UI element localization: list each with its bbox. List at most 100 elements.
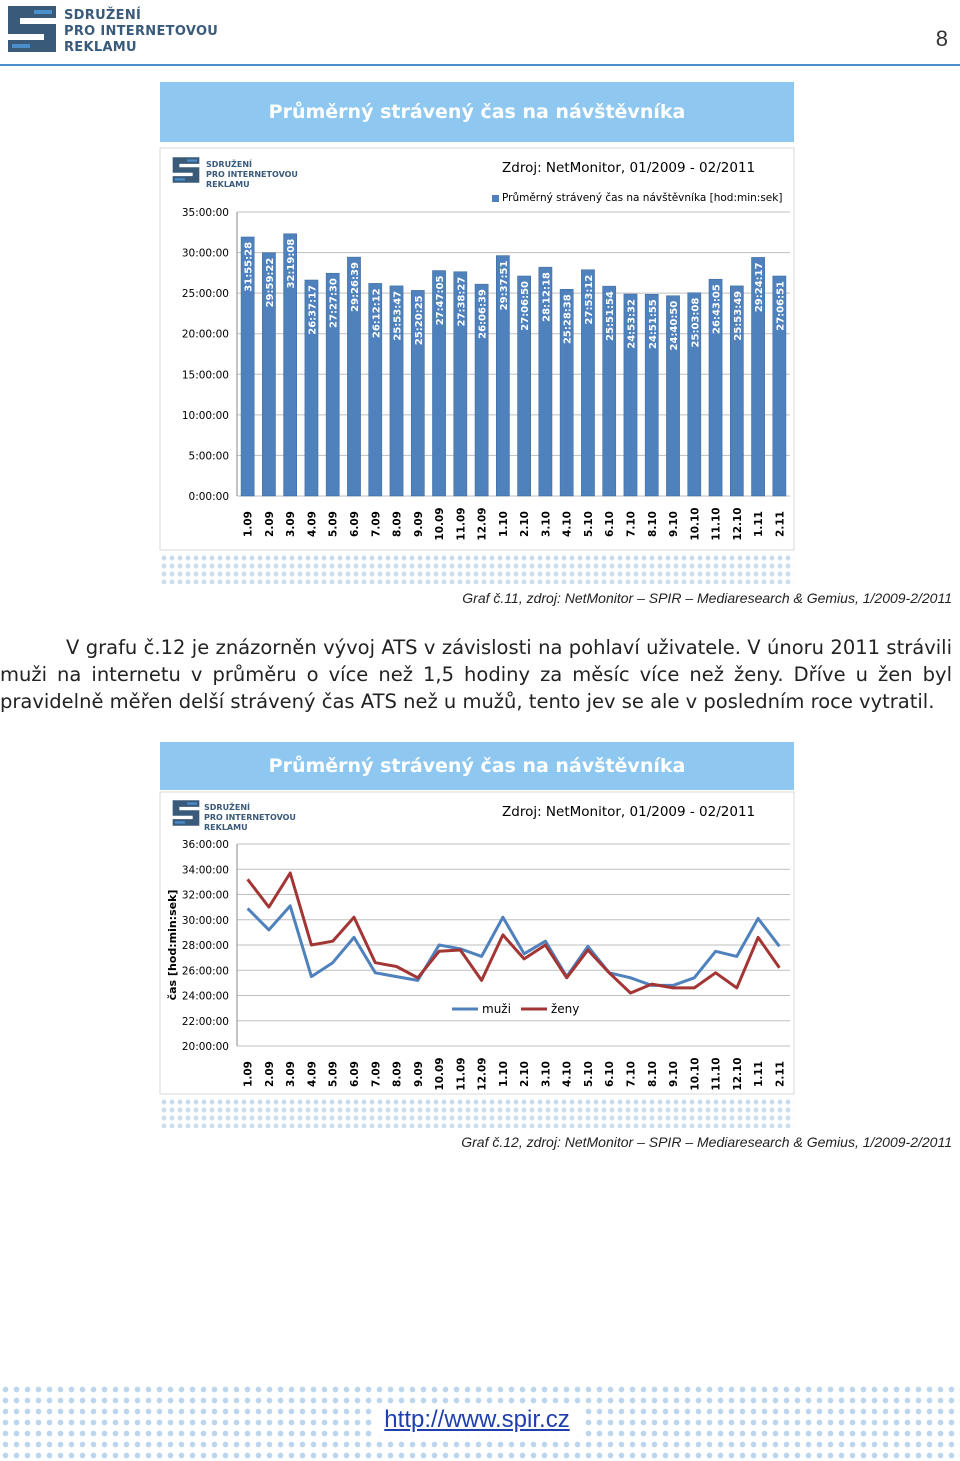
x-tick-label: 5.09: [328, 511, 340, 537]
chart1-frame: [159, 147, 795, 551]
x-tick-label: 12.10: [732, 507, 744, 540]
x-tick-label: 1.10: [498, 1061, 510, 1087]
series-line-muži: [246, 904, 781, 987]
bar-data-label: 25:28:38: [563, 294, 574, 344]
chart2-dots-band: [160, 1098, 794, 1128]
x-tick-label: 9.09: [413, 1061, 425, 1087]
header-divider: [0, 64, 960, 66]
x-tick-label: 6.09: [349, 511, 361, 537]
bar: [410, 290, 425, 497]
chart2-source: Zdroj: NetMonitor, 01/2009 - 02/2011: [502, 804, 756, 820]
bar-data-label: 25:20:25: [414, 295, 425, 345]
x-tick-label: 4.09: [306, 1061, 318, 1087]
x-tick-label: 6.10: [604, 511, 616, 537]
bar-chart: 0:00:00 5:00:00 10:00:00 15:00:00 20:00:00 25…: [159, 147, 795, 551]
logo-line: PRO INTERNETOVOU: [206, 170, 298, 179]
x-tick-label: 8.10: [647, 1061, 659, 1087]
logo-line: REKLAMU: [64, 40, 137, 55]
x-tick-label: 11.10: [711, 1057, 723, 1090]
x-tick-label: 1.10: [498, 511, 510, 537]
footer-link[interactable]: http://www.spir.cz: [372, 1404, 582, 1436]
chart2-banner: Průměrný strávený čas na návštěvníka: [160, 742, 794, 790]
x-tick-label: 11.10: [711, 507, 723, 540]
x-tick-label: 8.09: [392, 511, 404, 537]
x-tick-label: 8.09: [392, 1061, 404, 1087]
logo-mark: [4, 2, 60, 56]
y-tick-label: 0:00:00: [189, 491, 229, 503]
x-tick-label: 9.10: [668, 1061, 680, 1087]
bar-data-label: 26:43:05: [712, 284, 723, 334]
bar-data-label: 29:24:17: [754, 262, 765, 312]
chart1-legend-label: Průměrný strávený čas na návštěvníka [ho…: [502, 192, 783, 204]
bar-data-label: 27:27:30: [329, 278, 340, 328]
x-tick-label: 10.10: [689, 507, 701, 540]
bar-data-label: 25:03:08: [690, 298, 701, 348]
bar-data-label: 27:06:50: [520, 281, 531, 331]
bar: [708, 278, 723, 497]
series-line-ženy: [246, 871, 781, 995]
bar-data-label: 25:51:54: [605, 291, 616, 341]
x-tick-label: 10.10: [689, 1057, 701, 1090]
bar: [602, 285, 617, 497]
x-tick-label: 10.09: [434, 1057, 446, 1090]
y-tick-label: 20:00:00: [182, 1041, 229, 1053]
x-tick-label: 5.09: [328, 1061, 340, 1087]
x-tick-label: 7.09: [370, 1061, 382, 1087]
chart2-caption: Graf č.12, zdroj: NetMonitor – SPIR – Me…: [461, 1134, 952, 1150]
logo-line: REKLAMU: [204, 823, 248, 832]
x-tick-label: 7.09: [370, 511, 382, 537]
x-tick-label: 1.09: [243, 1061, 255, 1087]
legend-label: muži: [482, 1002, 511, 1016]
x-tick-label: 8.10: [647, 511, 659, 537]
bar-data-label: 29:59:22: [265, 258, 276, 308]
x-tick-label: 3.09: [285, 511, 297, 537]
bar: [729, 285, 744, 497]
bar-data-label: 24:53:32: [626, 299, 637, 349]
x-tick-label: 7.10: [625, 511, 637, 537]
x-tick-label: 9.10: [668, 511, 680, 537]
bar-data-label: 31:55:28: [244, 242, 255, 292]
chart1-source: Zdroj: NetMonitor, 01/2009 - 02/2011: [502, 160, 756, 176]
spir-logo-icon: [172, 157, 200, 183]
bar-data-label: 27:53:12: [584, 275, 595, 325]
bar-data-label: 29:37:51: [499, 261, 510, 311]
bar-data-label: 26:37:17: [307, 285, 318, 335]
x-tick-label: 12.10: [732, 1057, 744, 1090]
x-tick-label: 2.11: [774, 511, 786, 537]
bar: [240, 236, 255, 497]
x-tick-label: 6.09: [349, 1061, 361, 1087]
bar: [538, 266, 553, 497]
x-tick-label: 11.09: [455, 1057, 467, 1090]
x-tick-label: 1.11: [753, 511, 765, 537]
chart2-frame: [159, 791, 795, 1095]
x-tick-label: 3.10: [540, 1061, 552, 1087]
bar-data-label: 32:19:08: [286, 239, 297, 289]
logo-line: SDRUŽENÍ: [206, 160, 252, 169]
bar: [581, 269, 595, 497]
bar: [559, 289, 574, 497]
y-tick-label: 34:00:00: [182, 864, 229, 876]
y-tick-label: 35:00:00: [182, 207, 229, 219]
x-tick-label: 2.10: [519, 511, 531, 537]
y-tick-label: 30:00:00: [182, 915, 229, 927]
logo-line: SDRUŽENÍ: [204, 803, 250, 812]
bar-data-label: 25:53:47: [393, 291, 404, 341]
x-tick-label: 2.10: [519, 1061, 531, 1087]
paragraph-text: V grafu č.12 je znázorněn vývoj ATS v zá…: [0, 636, 952, 713]
bar: [687, 292, 702, 497]
bar-data-label: 29:26:39: [350, 262, 361, 312]
x-tick-label: 2.11: [774, 1061, 786, 1087]
y-tick-label: 26:00:00: [182, 965, 229, 977]
x-tick-label: 9.09: [413, 511, 425, 537]
x-tick-label: 4.10: [562, 511, 574, 537]
y-axis-label: čas [hod:min:sek]: [166, 890, 179, 1001]
spir-logo-icon: [172, 800, 200, 826]
bar: [325, 272, 340, 497]
x-tick-label: 2.09: [264, 511, 276, 537]
x-tick-label: 1.11: [753, 1061, 765, 1087]
bar-data-label: 25:53:49: [733, 291, 744, 341]
y-tick-label: 10:00:00: [182, 410, 229, 422]
logo-text: SDRUŽENÍ PRO INTERNETOVOU REKLAMU: [64, 8, 218, 56]
bar: [772, 275, 787, 497]
line-chart: 20:00:00 22:00:00 24:00:00 26:00:00 28:00:00…: [159, 791, 795, 1095]
